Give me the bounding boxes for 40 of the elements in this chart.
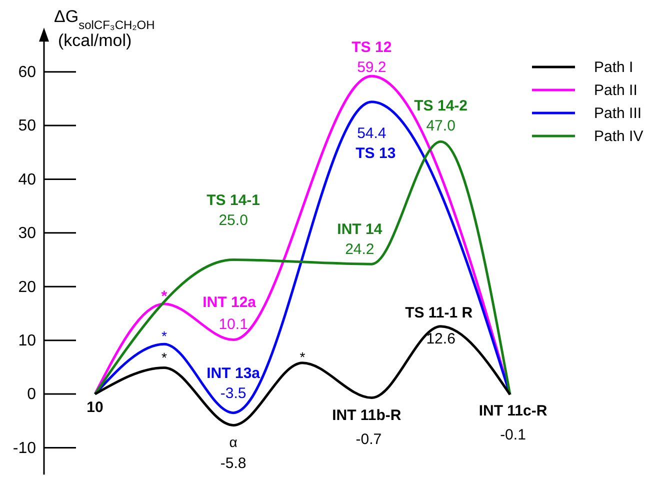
data-label: -0.1 xyxy=(500,426,526,444)
annotation: * xyxy=(161,350,168,366)
annotation: * xyxy=(161,288,168,305)
data-label: -5.8 xyxy=(220,455,246,472)
annotation: TS 13 xyxy=(356,144,396,162)
legend-label: Path IV xyxy=(594,128,644,145)
annotation: INT 12a xyxy=(202,294,257,311)
y-tick-label: 40 xyxy=(18,171,36,188)
data-label: -3.5 xyxy=(220,384,246,402)
data-label: 54.4 xyxy=(357,124,386,142)
data-label: 10.1 xyxy=(218,316,248,333)
annotation: * xyxy=(300,348,306,365)
annotation: * xyxy=(161,328,168,344)
data-label: 59.2 xyxy=(357,59,386,76)
annotation: TS 14-1 xyxy=(206,192,260,209)
annotation: INT 14 xyxy=(337,221,383,238)
annotation: TS 11-1 R xyxy=(405,304,473,322)
data-label: -0.7 xyxy=(356,430,382,448)
y-tick-label: 60 xyxy=(18,64,36,81)
y-tick-label: 10 xyxy=(18,332,36,350)
annotation: TS 12 xyxy=(352,39,392,56)
y-tick-label: 30 xyxy=(18,225,36,242)
annotation: TS 14-2 xyxy=(414,98,468,115)
data-label: 12.6 xyxy=(426,330,456,348)
y-tick-label: 0 xyxy=(27,386,36,404)
annotation: INT 11c-R xyxy=(478,402,548,420)
y-tick-label: 50 xyxy=(18,118,36,135)
y-tick-label: 20 xyxy=(18,278,36,296)
y-axis-title: ΔG$_{solCF₃CH₂OH}$ (kcal/mol) xyxy=(54,7,155,50)
annotation: 10 xyxy=(86,399,104,416)
annotation: α xyxy=(229,434,238,450)
annotation: INT 13a xyxy=(206,364,261,382)
data-label: 25.0 xyxy=(218,212,248,229)
legend-label: Path III xyxy=(594,105,642,122)
data-label: 47.0 xyxy=(426,118,456,135)
data-label: 24.2 xyxy=(345,241,374,258)
annotation: INT 11b-R xyxy=(332,406,402,424)
legend-label: Path I xyxy=(594,59,634,76)
legend-label: Path II xyxy=(594,82,638,99)
y-tick-label: -10 xyxy=(12,440,36,457)
